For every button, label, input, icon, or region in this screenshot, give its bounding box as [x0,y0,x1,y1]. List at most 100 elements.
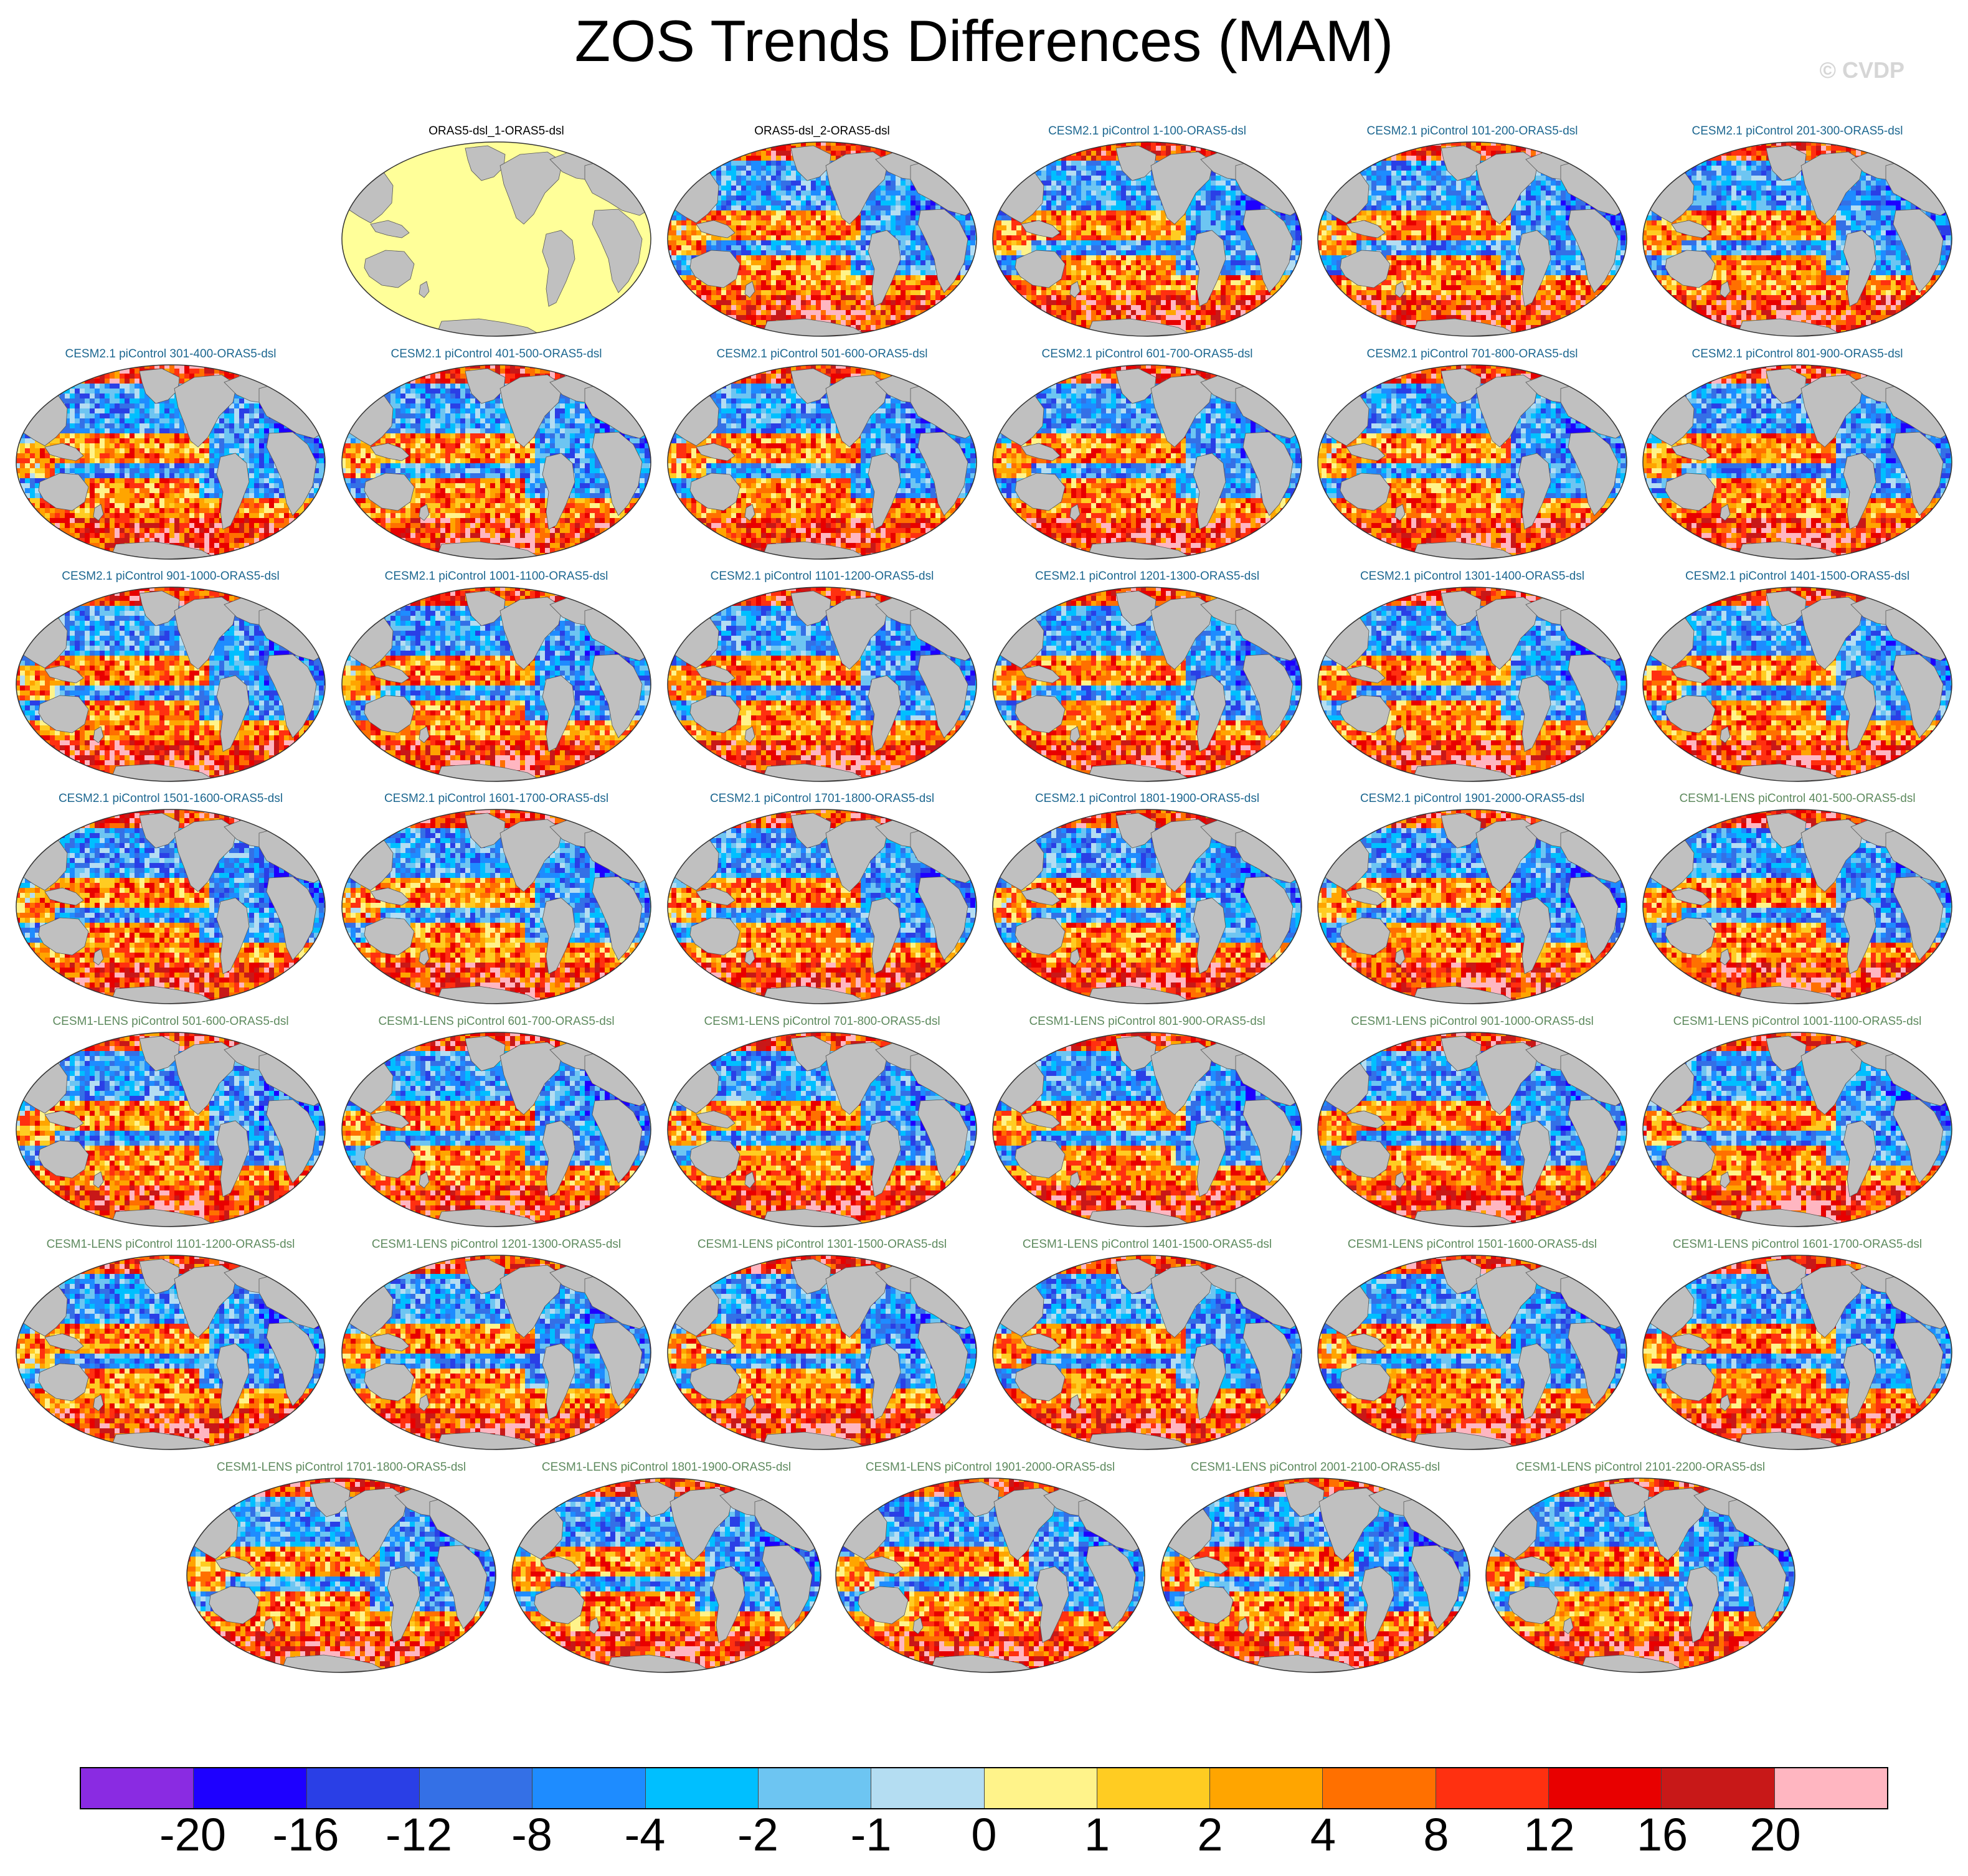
landmass [1340,1363,1391,1402]
landmass [387,1566,420,1643]
landmass [216,897,250,974]
landmass [1021,443,1061,461]
colorbar-swatch [193,1768,306,1808]
landmass [419,281,430,298]
map-outline [667,587,977,782]
landmass [419,1394,430,1412]
landmass [1893,209,1944,293]
landmass [1568,431,1619,516]
landmass [364,250,415,288]
map-panel: CESM1-LENS piControl 401-500-ORAS5-dsl [1635,792,1959,1007]
landmass [1242,431,1294,516]
map-outline [16,1255,326,1450]
map-panel: CESM1-LENS piControl 1701-1800-ORAS5-dsl [179,1461,503,1676]
panel-title: CESM1-LENS piControl 1201-1300-ORAS5-dsl [371,1238,622,1251]
panel-title: ORAS5-dsl_2-ORAS5-dsl [754,125,890,138]
landmass [858,1586,909,1624]
landmass [1115,368,1157,404]
landmass [696,220,736,238]
map-outline [341,141,651,337]
world-map [511,1478,821,1673]
landmass [216,1120,250,1197]
map-outline [511,1478,821,1673]
colorbar-tick-label: 8 [1423,1809,1449,1860]
map-outline [341,1255,651,1450]
landmass [1394,726,1406,743]
landmass [1720,504,1731,521]
panel-title: CESM2.1 piControl 801-900-ORAS5-dsl [1691,347,1903,361]
landmass [437,1545,488,1629]
colorbar-tick-label: -8 [511,1809,552,1860]
landmass [215,1556,255,1575]
world-map [667,1032,977,1227]
landmass [912,1617,924,1634]
world-map [341,809,651,1004]
landmass [1720,1394,1731,1412]
landmass [696,443,736,461]
landmass [1800,1042,1864,1115]
landmass [139,368,180,404]
landmass [1843,453,1876,530]
colorbar-tick-label: -2 [737,1809,778,1860]
landmass [868,675,901,752]
landmass [1441,1035,1482,1072]
colorbar-swatch [871,1768,984,1808]
landmass [689,1363,740,1402]
panel-title: CESM2.1 piControl 501-600-ORAS5-dsl [716,347,928,361]
landmass [825,151,889,225]
world-map [341,1255,651,1450]
map-outline [341,364,651,560]
landmass [1665,695,1716,733]
colorbar-tick-label: 1 [1084,1809,1110,1860]
map-panel: CESM1-LENS piControl 701-800-ORAS5-dsl [660,1015,984,1230]
landmass [1015,1363,1066,1402]
landmass [1665,473,1716,511]
landmass [1475,374,1539,448]
landmass [696,1333,736,1352]
landmass [139,1258,180,1294]
landmass [1242,1099,1294,1184]
world-map [667,364,977,560]
landmass [589,1617,600,1634]
panel-title: CESM1-LENS piControl 1701-1800-ORAS5-dsl [216,1461,466,1474]
panel-title: CESM1-LENS piControl 401-500-ORAS5-dsl [1679,792,1916,805]
landmass [1671,1333,1711,1352]
page-title: ZOS Trends Differences (MAM) [574,8,1394,73]
map-panel: CESM1-LENS piControl 1301-1500-ORAS5-dsl [660,1238,984,1453]
landmass [465,1258,506,1294]
map-outline [992,364,1302,560]
landmass [762,1545,813,1629]
landmass [825,374,889,448]
panel-title: CESM2.1 piControl 1401-1500-ORAS5-dsl [1685,570,1910,583]
landmass [174,819,237,892]
landmass [1671,665,1711,684]
world-map [992,364,1302,560]
panel-title: CESM2.1 piControl 601-700-ORAS5-dsl [1041,347,1253,361]
landmass [174,374,237,448]
landmass [1069,726,1081,743]
landmass [542,675,575,752]
colorbar-swatch [1774,1768,1887,1808]
landmass [542,230,575,307]
world-map [1317,141,1627,337]
panel-title: CESM1-LENS piControl 1001-1100-ORAS5-dsl [1673,1015,1922,1028]
map-panel: CESM1-LENS piControl 1501-1600-ORAS5-dsl [1310,1238,1634,1453]
landmass [1411,1545,1462,1629]
map-outline [341,1032,651,1227]
landmass [1514,1556,1554,1575]
landmass [1665,1363,1716,1402]
landmass [44,1333,84,1352]
colorbar-tick-label: 16 [1636,1809,1688,1860]
landmass [868,1343,901,1420]
landmass [216,1343,250,1420]
landmass [1568,1099,1619,1184]
panel-title: CESM1-LENS piControl 1101-1200-ORAS5-dsl [46,1238,295,1251]
landmass [1340,473,1391,511]
panel-title: CESM2.1 piControl 1801-1900-ORAS5-dsl [1034,792,1260,805]
map-outline [667,809,977,1004]
landmass [1720,948,1731,966]
landmass [44,665,84,684]
world-map [341,1032,651,1227]
landmass [1193,1120,1226,1197]
map-panel: CESM2.1 piControl 1-100-ORAS5-dsl [985,125,1309,339]
